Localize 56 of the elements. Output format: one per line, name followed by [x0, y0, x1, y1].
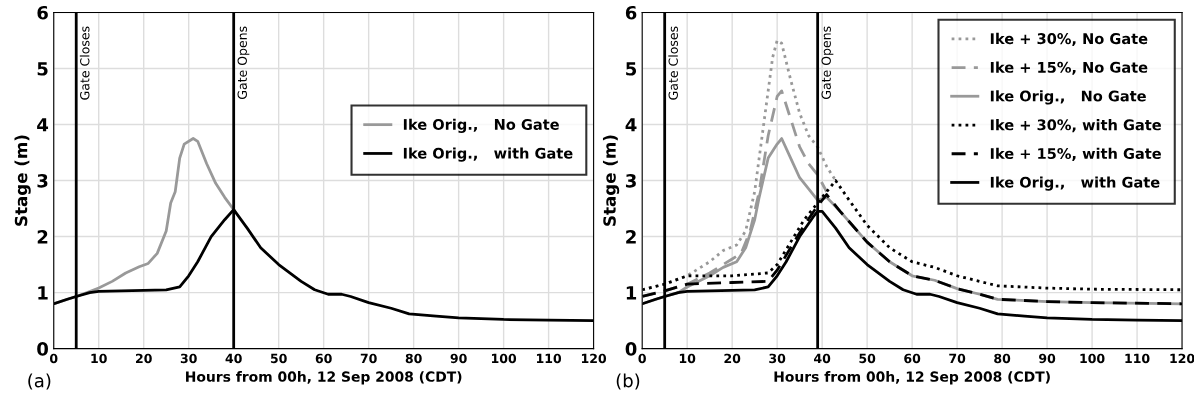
x-tick-label: 70	[360, 353, 377, 364]
x-tick-label: 80	[405, 353, 422, 364]
y-tick-label: 1	[626, 286, 637, 300]
x-tick-label: 30	[180, 353, 197, 364]
ref-line-label: Gate Opens	[237, 26, 250, 100]
x-axis-title: Hours from 00h, 12 Sep 2008 (CDT)	[186, 371, 462, 385]
x-tick-label: 50	[270, 353, 287, 364]
x-tick-label: 60	[315, 353, 332, 364]
y-tick-label: 3	[37, 173, 48, 188]
y-tick-label: 2	[37, 230, 48, 244]
x-tick-label: 20	[724, 353, 741, 364]
x-tick-label: 100	[1080, 353, 1105, 364]
x-tick-label: 110	[1125, 353, 1150, 364]
legend-label: Ike + 30%, with Gate	[990, 119, 1161, 133]
y-tick-label: 4	[37, 118, 49, 132]
legend-label: Ike Orig., No Gate	[990, 90, 1146, 105]
x-tick-label: 120	[581, 353, 607, 364]
y-tick-label: 5	[626, 62, 637, 76]
y-tick-label: 3	[625, 173, 636, 188]
text: (b)	[616, 373, 640, 390]
ref-line-label: Gate Opens	[821, 26, 834, 100]
x-tick-label: 60	[904, 353, 921, 364]
legend-label: Ike + 15%, No Gate	[990, 61, 1148, 75]
x-tick-label: 20	[136, 353, 152, 364]
y-tick-label: 6	[37, 5, 48, 20]
x-tick-label: 0	[638, 353, 646, 364]
x-tick-label: 80	[994, 353, 1011, 364]
legend-label: Ike Orig., No Gate	[403, 118, 559, 133]
x-tick-label: 90	[1039, 353, 1056, 364]
x-tick-label: 40	[225, 353, 242, 364]
y-axis-title: Stage (m)	[14, 135, 31, 226]
legend-label: Ike Orig., with Gate	[403, 147, 573, 162]
y-tick-label: 5	[37, 62, 48, 76]
x-tick-label: 30	[769, 353, 786, 364]
y-axis-title: Stage (m)	[602, 135, 620, 226]
x-tick-label: 10	[91, 353, 107, 364]
x-tick-label: 10	[679, 353, 696, 364]
y-tick-label: 6	[625, 5, 637, 20]
legend-label: Ike + 30%, No Gate	[990, 32, 1148, 47]
x-tick-label: 110	[536, 353, 562, 364]
x-tick-label: 50	[859, 353, 876, 364]
y-tick-label: 1	[38, 286, 48, 300]
x-tick-label: 120	[1170, 353, 1194, 364]
legend-label: Ike Orig., with Gate	[990, 176, 1160, 191]
y-tick-label: 2	[626, 230, 636, 244]
ref-line-label: Gate Closes	[79, 26, 90, 100]
x-tick-label: 90	[450, 353, 467, 364]
x-tick-label: 100	[491, 353, 517, 364]
x-axis-title: Hours from 00h, 12 Sep 2008 (CDT)	[774, 371, 1050, 385]
x-tick-label: 70	[949, 353, 966, 364]
ref-line-label: Gate Closes	[668, 26, 678, 100]
x-tick-label: 40	[814, 353, 831, 364]
legend-label: Ike + 15%, with Gate	[990, 147, 1161, 161]
text: (a)	[28, 373, 51, 390]
x-tick-label: 0	[49, 353, 58, 364]
y-tick-label: 4	[625, 118, 637, 132]
